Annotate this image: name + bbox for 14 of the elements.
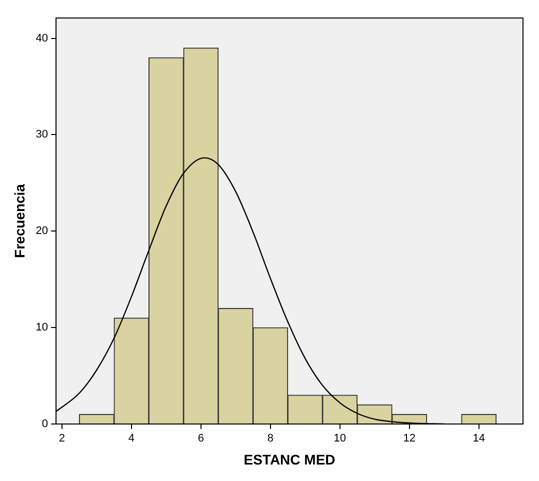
y-tick-label: 10 (36, 322, 48, 334)
y-tick-label: 20 (36, 225, 48, 238)
x-axis-title: ESTANC MED (244, 451, 336, 468)
x-tick-label: 6 (198, 432, 204, 445)
x-tick-label: 4 (128, 432, 134, 445)
x-tick-label: 2 (58, 432, 66, 445)
x-tick-label: 10 (334, 432, 346, 445)
y-tick-label: 0 (42, 418, 48, 430)
x-tick-label: 8 (267, 432, 274, 445)
y-tick-label: 40 (36, 32, 48, 44)
x-tick-label: 14 (472, 432, 485, 445)
x-tick-label: 12 (403, 432, 416, 445)
y-tick-label: 30 (36, 128, 48, 141)
y-axis-title: Frecuencia (11, 184, 28, 258)
